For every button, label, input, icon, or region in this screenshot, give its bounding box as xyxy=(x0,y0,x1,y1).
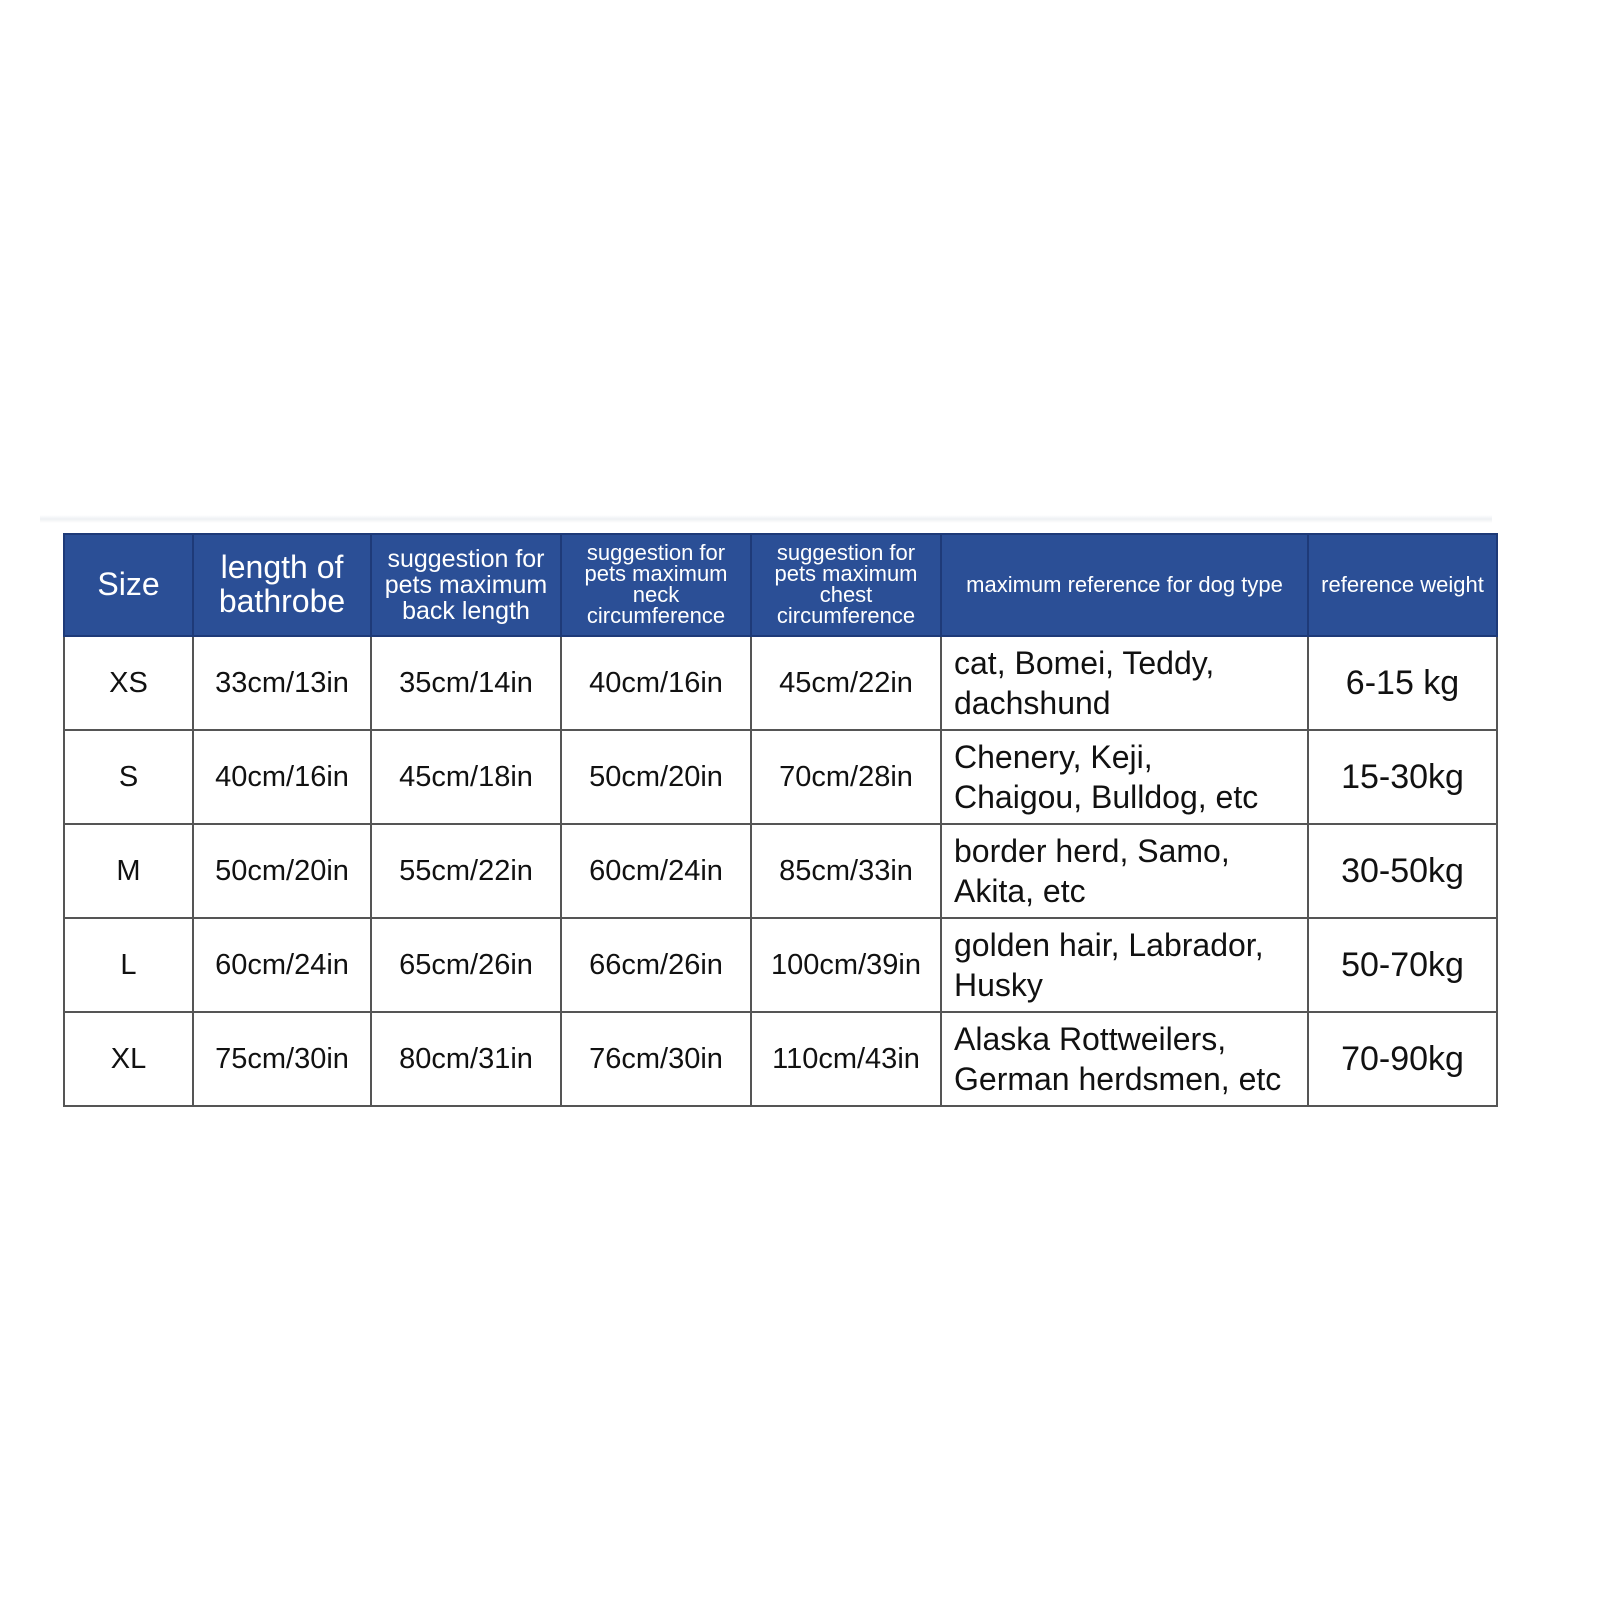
cell-size: M xyxy=(63,823,194,919)
cell-weight: 30-50kg xyxy=(1307,823,1498,919)
cell-chest: 85cm/33in xyxy=(750,823,942,919)
cell-weight: 70-90kg xyxy=(1307,1011,1498,1107)
header-size: Size xyxy=(63,533,194,637)
cell-weight: 15-30kg xyxy=(1307,729,1498,825)
table-row: XS 33cm/13in 35cm/14in 40cm/16in 45cm/22in ca… xyxy=(63,635,1498,731)
cell-back-length: 35cm/14in xyxy=(370,635,562,731)
cell-neck: 76cm/30in xyxy=(560,1011,752,1107)
header-reference-weight: reference weight xyxy=(1307,533,1498,637)
cell-bathrobe-length: 75cm/30in xyxy=(192,1011,372,1107)
cell-chest: 70cm/28in xyxy=(750,729,942,825)
cell-dog-type: Chenery, Keji, Chaigou, Bulldog, etc xyxy=(940,729,1309,825)
header-row: Size length of bathrobe suggestion for p… xyxy=(63,533,1498,637)
cell-bathrobe-length: 40cm/16in xyxy=(192,729,372,825)
table-row: M 50cm/20in 55cm/22in 60cm/24in 85cm/33in bor… xyxy=(63,823,1498,919)
cell-back-length: 65cm/26in xyxy=(370,917,562,1013)
cell-weight: 50-70kg xyxy=(1307,917,1498,1013)
header-back-length: suggestion for pets maximum back length xyxy=(370,533,562,637)
table-shadow xyxy=(40,515,1492,523)
header-dog-type: maximum reference for dog type xyxy=(940,533,1309,637)
cell-neck: 60cm/24in xyxy=(560,823,752,919)
cell-dog-type: border herd, Samo, Akita, etc xyxy=(940,823,1309,919)
cell-bathrobe-length: 33cm/13in xyxy=(192,635,372,731)
header-length-of-bathrobe: length of bathrobe xyxy=(192,533,372,637)
header-chest-circumference: suggestion for pets maximum chest circum… xyxy=(750,533,942,637)
cell-neck: 50cm/20in xyxy=(560,729,752,825)
cell-dog-type: golden hair, Labrador, Husky xyxy=(940,917,1309,1013)
table-body: XS 33cm/13in 35cm/14in 40cm/16in 45cm/22in ca… xyxy=(63,635,1498,1107)
cell-bathrobe-length: 50cm/20in xyxy=(192,823,372,919)
cell-neck: 66cm/26in xyxy=(560,917,752,1013)
size-chart-table: Size length of bathrobe suggestion for p… xyxy=(63,533,1498,1107)
cell-chest: 110cm/43in xyxy=(750,1011,942,1107)
table-row: L 60cm/24in 65cm/26in 66cm/26in 100cm/39in go… xyxy=(63,917,1498,1013)
cell-weight: 6-15 kg xyxy=(1307,635,1498,731)
cell-back-length: 80cm/31in xyxy=(370,1011,562,1107)
header-neck-circumference: suggestion for pets maximum neck circumf… xyxy=(560,533,752,637)
cell-bathrobe-length: 60cm/24in xyxy=(192,917,372,1013)
cell-chest: 100cm/39in xyxy=(750,917,942,1013)
cell-size: L xyxy=(63,917,194,1013)
cell-size: S xyxy=(63,729,194,825)
cell-neck: 40cm/16in xyxy=(560,635,752,731)
cell-dog-type: Alaska Rottweilers, German herdsmen, etc xyxy=(940,1011,1309,1107)
cell-size: XS xyxy=(63,635,194,731)
cell-back-length: 45cm/18in xyxy=(370,729,562,825)
table-row: S 40cm/16in 45cm/18in 50cm/20in 70cm/28in Che… xyxy=(63,729,1498,825)
cell-dog-type: cat, Bomei, Teddy, dachshund xyxy=(940,635,1309,731)
table-row: XL 75cm/30in 80cm/31in 76cm/30in 110cm/43in A… xyxy=(63,1011,1498,1107)
cell-chest: 45cm/22in xyxy=(750,635,942,731)
cell-size: XL xyxy=(63,1011,194,1107)
cell-back-length: 55cm/22in xyxy=(370,823,562,919)
